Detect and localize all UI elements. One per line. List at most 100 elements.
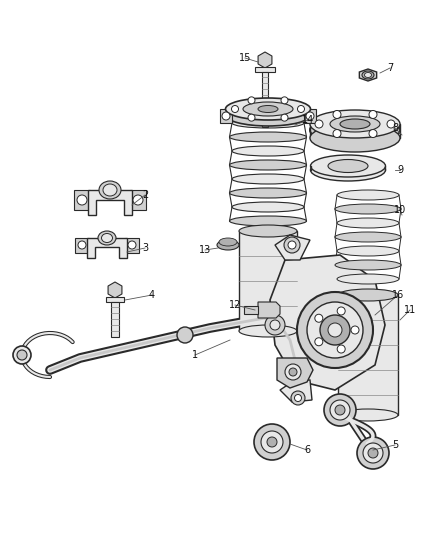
- Circle shape: [265, 315, 285, 335]
- Bar: [262, 72, 268, 127]
- Text: 8: 8: [392, 123, 398, 133]
- Ellipse shape: [239, 225, 297, 237]
- Ellipse shape: [311, 159, 385, 181]
- Circle shape: [222, 112, 230, 120]
- Polygon shape: [125, 238, 139, 253]
- Ellipse shape: [340, 119, 370, 129]
- Ellipse shape: [338, 289, 398, 301]
- Circle shape: [284, 237, 300, 253]
- Circle shape: [254, 424, 290, 460]
- Ellipse shape: [335, 204, 401, 214]
- Ellipse shape: [258, 106, 278, 112]
- Text: 13: 13: [199, 245, 211, 255]
- Text: 14: 14: [302, 115, 314, 125]
- Polygon shape: [277, 358, 313, 388]
- Text: 9: 9: [397, 165, 403, 175]
- Ellipse shape: [310, 116, 400, 144]
- Circle shape: [177, 327, 193, 343]
- Circle shape: [324, 394, 356, 426]
- Bar: [111, 302, 119, 337]
- Bar: [239, 231, 297, 331]
- Circle shape: [297, 106, 304, 112]
- Ellipse shape: [328, 159, 368, 173]
- Ellipse shape: [98, 231, 116, 245]
- Circle shape: [335, 405, 345, 415]
- Circle shape: [320, 315, 350, 345]
- Polygon shape: [74, 190, 90, 210]
- Circle shape: [337, 345, 345, 353]
- Circle shape: [128, 241, 136, 249]
- Polygon shape: [275, 235, 310, 260]
- Circle shape: [261, 431, 283, 453]
- Ellipse shape: [219, 238, 237, 246]
- Ellipse shape: [338, 409, 398, 421]
- Ellipse shape: [102, 233, 113, 243]
- Ellipse shape: [335, 260, 401, 270]
- Bar: [255, 67, 275, 72]
- Text: 15: 15: [239, 53, 251, 63]
- Polygon shape: [75, 238, 89, 253]
- Ellipse shape: [310, 110, 400, 138]
- Text: 6: 6: [304, 445, 310, 455]
- Text: 4: 4: [149, 290, 155, 300]
- Circle shape: [133, 195, 143, 205]
- Polygon shape: [88, 190, 132, 215]
- Polygon shape: [258, 52, 272, 68]
- Circle shape: [267, 437, 277, 447]
- Ellipse shape: [335, 232, 401, 242]
- Ellipse shape: [310, 124, 400, 152]
- Polygon shape: [304, 109, 316, 123]
- Circle shape: [17, 350, 27, 360]
- Polygon shape: [359, 69, 377, 81]
- Circle shape: [333, 110, 341, 118]
- Ellipse shape: [232, 146, 304, 156]
- Circle shape: [369, 110, 377, 118]
- Polygon shape: [258, 302, 280, 318]
- Circle shape: [248, 97, 255, 104]
- Circle shape: [330, 400, 350, 420]
- Ellipse shape: [230, 132, 307, 142]
- Text: 10: 10: [394, 205, 406, 215]
- Circle shape: [363, 443, 383, 463]
- Circle shape: [270, 320, 280, 330]
- Circle shape: [232, 106, 239, 112]
- Ellipse shape: [217, 240, 239, 250]
- Polygon shape: [280, 380, 312, 402]
- Ellipse shape: [337, 218, 399, 228]
- Ellipse shape: [310, 116, 400, 144]
- Circle shape: [291, 391, 305, 405]
- Ellipse shape: [226, 104, 311, 126]
- Circle shape: [297, 292, 373, 368]
- Bar: [106, 297, 124, 302]
- Circle shape: [294, 394, 301, 401]
- Polygon shape: [130, 190, 146, 210]
- Text: 11: 11: [404, 305, 416, 315]
- Circle shape: [337, 307, 345, 315]
- Circle shape: [289, 368, 297, 376]
- Circle shape: [328, 323, 342, 337]
- Ellipse shape: [99, 181, 121, 199]
- Ellipse shape: [243, 102, 293, 116]
- Circle shape: [315, 338, 323, 346]
- Ellipse shape: [239, 325, 297, 337]
- Ellipse shape: [232, 174, 304, 184]
- Polygon shape: [270, 255, 385, 390]
- Circle shape: [281, 114, 288, 121]
- Polygon shape: [87, 238, 127, 258]
- Circle shape: [357, 437, 389, 469]
- Text: 16: 16: [392, 290, 404, 300]
- Ellipse shape: [230, 216, 307, 226]
- Circle shape: [333, 130, 341, 138]
- Text: 12: 12: [229, 300, 241, 310]
- Circle shape: [387, 120, 395, 128]
- Circle shape: [248, 114, 255, 121]
- Ellipse shape: [337, 246, 399, 256]
- Ellipse shape: [311, 155, 385, 177]
- Ellipse shape: [337, 274, 399, 284]
- Ellipse shape: [103, 184, 117, 196]
- Text: 7: 7: [387, 63, 393, 73]
- Circle shape: [315, 120, 323, 128]
- Circle shape: [307, 302, 363, 358]
- Text: 3: 3: [142, 243, 148, 253]
- Circle shape: [281, 97, 288, 104]
